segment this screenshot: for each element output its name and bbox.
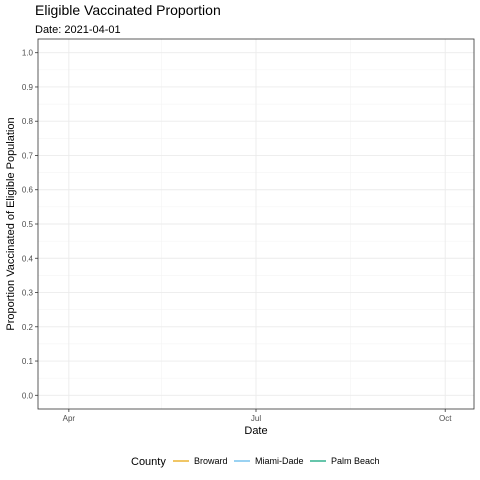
y-tick-label: 0.7 [22, 151, 34, 160]
legend-title: County [131, 456, 166, 468]
y-tick-label: 0.3 [22, 289, 34, 298]
y-axis: 0.0 0.1 0.2 0.3 0.4 0.5 0.6 0.7 0.8 0.9 1.0 [22, 49, 38, 400]
chart-title: Eligible Vaccinated Proportion [35, 2, 221, 18]
major-gridlines [38, 39, 474, 409]
y-tick-label: 0.1 [22, 357, 34, 366]
x-tick-label: Jul [251, 414, 261, 423]
legend-item: Miami-Dade [234, 456, 304, 466]
x-axis-title: Date [244, 425, 267, 437]
legend-label: Palm Beach [331, 456, 380, 466]
y-tick-label: 0.6 [22, 186, 34, 195]
legend-label: Miami-Dade [255, 456, 304, 466]
y-tick-label: 0.5 [22, 220, 34, 229]
x-tick-label: Oct [439, 414, 452, 423]
y-tick-label: 0.9 [22, 83, 34, 92]
y-axis-title: Proportion Vaccinated of Eligible Popula… [5, 117, 17, 330]
legend-item: Palm Beach [310, 456, 380, 466]
y-tick-label: 0.0 [22, 391, 34, 400]
chart-subtitle: Date: 2021-04-01 [35, 24, 121, 36]
y-tick-label: 0.4 [22, 254, 34, 263]
x-tick-label: Apr [63, 414, 76, 423]
y-tick-label: 0.8 [22, 117, 34, 126]
legend: County Broward Miami-Dade Palm Beach [131, 456, 380, 468]
x-axis: Apr Jul Oct [63, 409, 452, 423]
y-tick-label: 0.2 [22, 323, 34, 332]
legend-label: Broward [194, 456, 228, 466]
legend-item: Broward [173, 456, 228, 466]
y-tick-label: 1.0 [22, 49, 34, 58]
